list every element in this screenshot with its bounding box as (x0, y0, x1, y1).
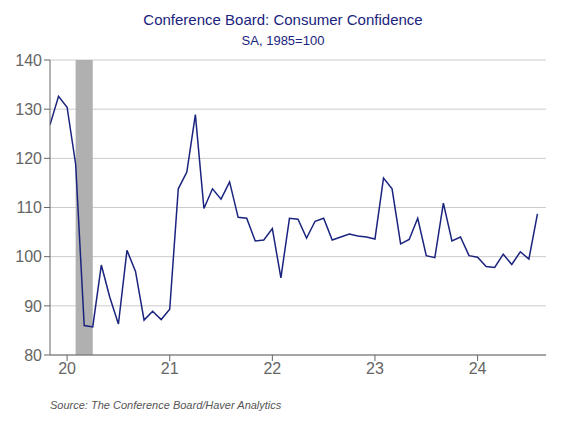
html-text:Source: The Conference Board/H: Source: The Conference Board/Haver Analy… (50, 399, 282, 411)
svg-text:140: 140 (15, 52, 42, 69)
svg-text:110: 110 (16, 199, 42, 216)
html-text:SA, 1985=100: SA, 1985=100 (241, 33, 325, 48)
svg-text:21: 21 (161, 360, 179, 377)
svg-text:80: 80 (24, 347, 42, 364)
svg-text:24: 24 (469, 360, 487, 377)
svg-text:20: 20 (58, 360, 76, 377)
svg-text:22: 22 (263, 360, 281, 377)
svg-text:120: 120 (15, 150, 42, 167)
html-text:Conference Board: Consumer Con: Conference Board: Consumer Confidence (143, 11, 423, 28)
svg-text:90: 90 (24, 298, 42, 315)
svg-text:100: 100 (15, 248, 42, 265)
svg-text:130: 130 (15, 101, 42, 118)
svg-text:23: 23 (366, 360, 384, 377)
